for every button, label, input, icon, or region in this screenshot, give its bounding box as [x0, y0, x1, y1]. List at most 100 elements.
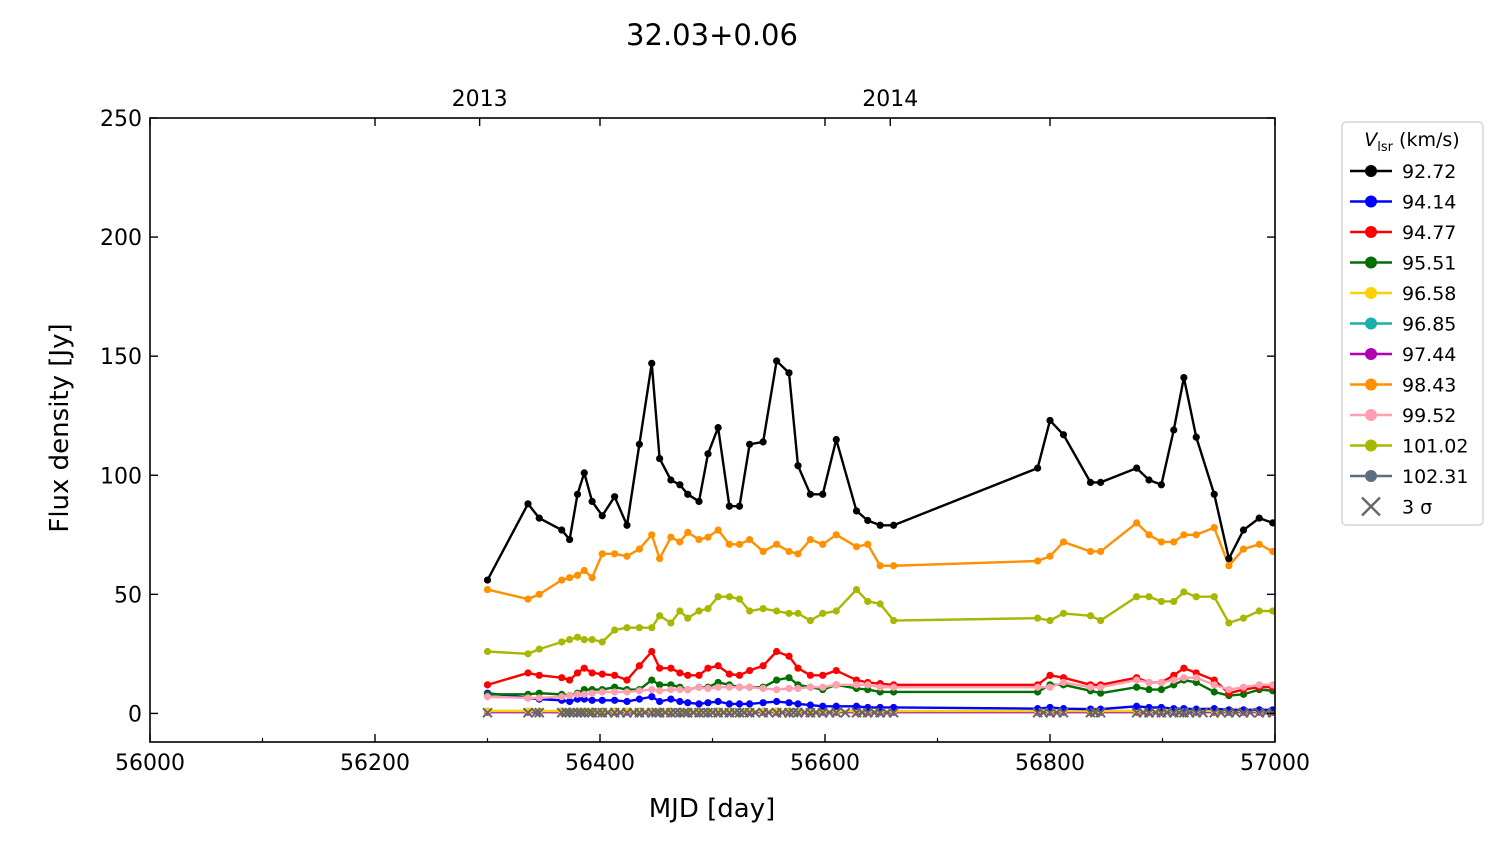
- upper-limit-stroke: [522, 707, 534, 718]
- data-point-94.14: [746, 700, 754, 708]
- data-point-94.77: [676, 669, 684, 677]
- legend-label: 96.58: [1402, 283, 1456, 305]
- upper-limit-stroke: [592, 707, 603, 718]
- data-point-101.02: [704, 605, 712, 613]
- data-point-98.43: [648, 531, 656, 539]
- upper-limit-stroke: [646, 707, 657, 718]
- data-point-98.43: [819, 540, 827, 548]
- data-point-94.77: [635, 662, 643, 670]
- data-point-94.14: [1046, 703, 1054, 712]
- data-point-92.72: [1133, 464, 1141, 472]
- data-point-94.77: [580, 664, 588, 672]
- data-point-95.51: [656, 681, 664, 689]
- data-point-99.52: [656, 687, 664, 695]
- upper-limit-stroke: [1245, 707, 1256, 718]
- data-point-98.43: [1086, 547, 1095, 556]
- data-point-101.02: [1133, 593, 1141, 601]
- upper-limit-marker: [665, 707, 677, 718]
- legend-entry: 99.52: [1350, 405, 1456, 427]
- data-point-98.43: [695, 535, 703, 544]
- x-tick-label: 57000: [1240, 751, 1310, 776]
- data-point-101.02: [580, 635, 588, 644]
- data-point-99.52: [735, 683, 744, 691]
- legend-entry: 101.02: [1350, 436, 1468, 458]
- data-point-99.52: [725, 683, 733, 691]
- data-point-92.72: [785, 369, 793, 377]
- legend-entry: 96.58: [1350, 283, 1456, 305]
- data-point-98.43: [566, 574, 574, 582]
- data-point-101.02: [695, 607, 703, 615]
- data-point-95.51: [1097, 689, 1105, 697]
- data-point-96.58: [483, 707, 492, 715]
- upper-limit-marker: [840, 707, 851, 718]
- upper-limit-stroke: [1095, 707, 1106, 718]
- legend-swatch-marker: [1365, 287, 1377, 299]
- data-point-101.02: [656, 612, 664, 620]
- data-point-96.58: [535, 707, 543, 715]
- data-point-92.72: [1210, 490, 1218, 498]
- data-point-94.14: [695, 700, 703, 708]
- data-point-101.02: [735, 595, 744, 603]
- data-point-98.43: [832, 531, 840, 539]
- data-point-99.52: [684, 686, 692, 694]
- data-point-99.52: [611, 688, 619, 696]
- data-point-92.72: [832, 435, 840, 444]
- upper-limit-stroke: [482, 707, 493, 718]
- upper-limit-stroke: [734, 707, 745, 718]
- data-point-101.02: [876, 600, 884, 608]
- data-point-92.72: [648, 359, 656, 367]
- data-point-94.77: [1046, 671, 1054, 679]
- data-point-99.52: [558, 693, 566, 701]
- data-point-92.72: [1225, 555, 1233, 563]
- data-point-98.43: [524, 595, 532, 603]
- data-point-99.52: [676, 686, 684, 694]
- data-point-101.02: [773, 607, 781, 615]
- data-point-94.14: [773, 697, 781, 706]
- data-point-94.77: [773, 647, 781, 656]
- data-point-101.02: [1269, 607, 1275, 615]
- data-point-94.77: [611, 671, 619, 679]
- data-point-99.52: [890, 683, 898, 691]
- upper-limit-stroke: [831, 707, 842, 718]
- data-point-101.02: [852, 585, 861, 594]
- series-line-101.02: [487, 588, 1273, 656]
- data-point-99.52: [1046, 683, 1054, 691]
- upper-limit-stroke: [679, 707, 690, 718]
- upper-limit-stroke: [698, 707, 709, 718]
- data-point-92.72: [580, 469, 588, 477]
- upper-limit-stroke: [534, 707, 545, 718]
- data-point-101.02: [1170, 597, 1178, 606]
- data-point-92.72: [695, 497, 703, 506]
- data-point-94.14: [832, 702, 840, 710]
- y-tick-label: 100: [100, 464, 142, 489]
- data-point-94.14: [806, 701, 814, 709]
- legend-label: 98.43: [1402, 375, 1456, 397]
- data-point-98.43: [746, 535, 754, 544]
- data-point-101.02: [573, 633, 582, 641]
- data-point-92.72: [588, 497, 596, 506]
- upper-limit-marker: [831, 707, 842, 718]
- data-point-92.72: [725, 502, 733, 510]
- data-point-101.02: [1046, 616, 1054, 625]
- data-point-92.72: [819, 490, 827, 498]
- data-point-98.43: [773, 540, 781, 548]
- upper-limit-marker: [763, 707, 774, 718]
- legend-swatch-marker: [1365, 317, 1377, 330]
- data-point-98.43: [684, 528, 692, 537]
- data-point-98.43: [635, 545, 643, 553]
- data-point-101.02: [794, 609, 802, 617]
- data-point-99.52: [864, 681, 872, 689]
- data-point-94.77: [558, 674, 566, 682]
- data-point-99.52: [535, 694, 543, 702]
- data-point-99.52: [1180, 674, 1188, 682]
- data-point-92.72: [656, 454, 664, 463]
- data-point-92.72: [598, 512, 606, 520]
- data-point-92.72: [1255, 514, 1263, 522]
- legend-entry-3sigma: 3 σ: [1361, 497, 1432, 519]
- data-point-98.43: [1210, 524, 1218, 532]
- upper-limit-stroke: [583, 707, 594, 718]
- data-point-94.77: [573, 669, 582, 677]
- y-tick-label: 50: [114, 583, 142, 608]
- data-point-101.02: [1210, 593, 1218, 601]
- data-point-101.02: [1239, 614, 1248, 622]
